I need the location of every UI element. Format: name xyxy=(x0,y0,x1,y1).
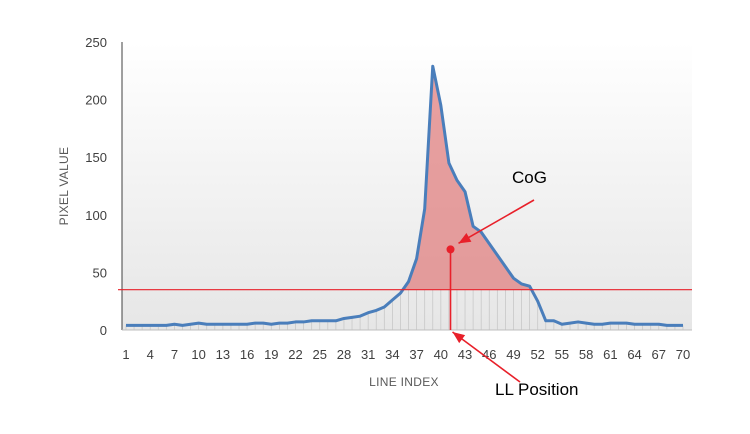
x-tick-label: 34 xyxy=(385,347,399,362)
x-tick-label: 10 xyxy=(191,347,205,362)
x-tick-label: 67 xyxy=(652,347,666,362)
x-tick-label: 55 xyxy=(555,347,569,362)
x-tick-label: 16 xyxy=(240,347,254,362)
x-tick-label: 40 xyxy=(434,347,448,362)
x-axis-title: LINE INDEX xyxy=(369,375,439,389)
x-tick-label: 37 xyxy=(409,347,423,362)
x-tick-label: 22 xyxy=(288,347,302,362)
x-tick-label: 7 xyxy=(171,347,178,362)
x-tick-label: 1 xyxy=(122,347,129,362)
peak-area-fill xyxy=(402,66,532,290)
x-tick-label: 46 xyxy=(482,347,496,362)
x-tick-label: 61 xyxy=(603,347,617,362)
y-tick-label: 150 xyxy=(85,150,107,165)
x-tick-label: 4 xyxy=(147,347,154,362)
x-tick-label: 43 xyxy=(458,347,472,362)
y-tick-label: 0 xyxy=(100,323,107,338)
x-tick-label: 70 xyxy=(676,347,690,362)
x-tick-label: 52 xyxy=(530,347,544,362)
x-tick-label: 13 xyxy=(216,347,230,362)
y-tick-label: 100 xyxy=(85,208,107,223)
cog-arrow xyxy=(458,199,535,245)
x-tick-labels: 1 4 7 10 13 16 19 22 25 28 31 34 37 40 43 46 49 52 55 58 61 6… xyxy=(122,347,690,362)
series-line xyxy=(126,64,683,327)
x-tick-label: 19 xyxy=(264,347,278,362)
x-tick-label: 28 xyxy=(337,347,351,362)
ll-position-arrowhead xyxy=(452,332,466,344)
cog-arrowhead xyxy=(458,233,472,244)
y-tick-label: 50 xyxy=(93,265,107,280)
ll-position-arrow xyxy=(452,331,521,383)
y-tick-label: 200 xyxy=(85,93,107,108)
y-axis-title: PIXEL VALUE xyxy=(57,147,71,226)
y-tick-label: 250 xyxy=(85,35,107,50)
x-tick-label: 31 xyxy=(361,347,375,362)
ll-position-label: LL Position xyxy=(495,380,578,399)
x-tick-label: 58 xyxy=(579,347,593,362)
cog-label: CoG xyxy=(512,168,547,187)
x-tick-label: 49 xyxy=(506,347,520,362)
y-tick-labels: 0 50 100 150 200 250 xyxy=(85,35,107,338)
cog-point xyxy=(446,245,455,254)
x-tick-label: 25 xyxy=(313,347,327,362)
x-tick-label: 64 xyxy=(627,347,641,362)
